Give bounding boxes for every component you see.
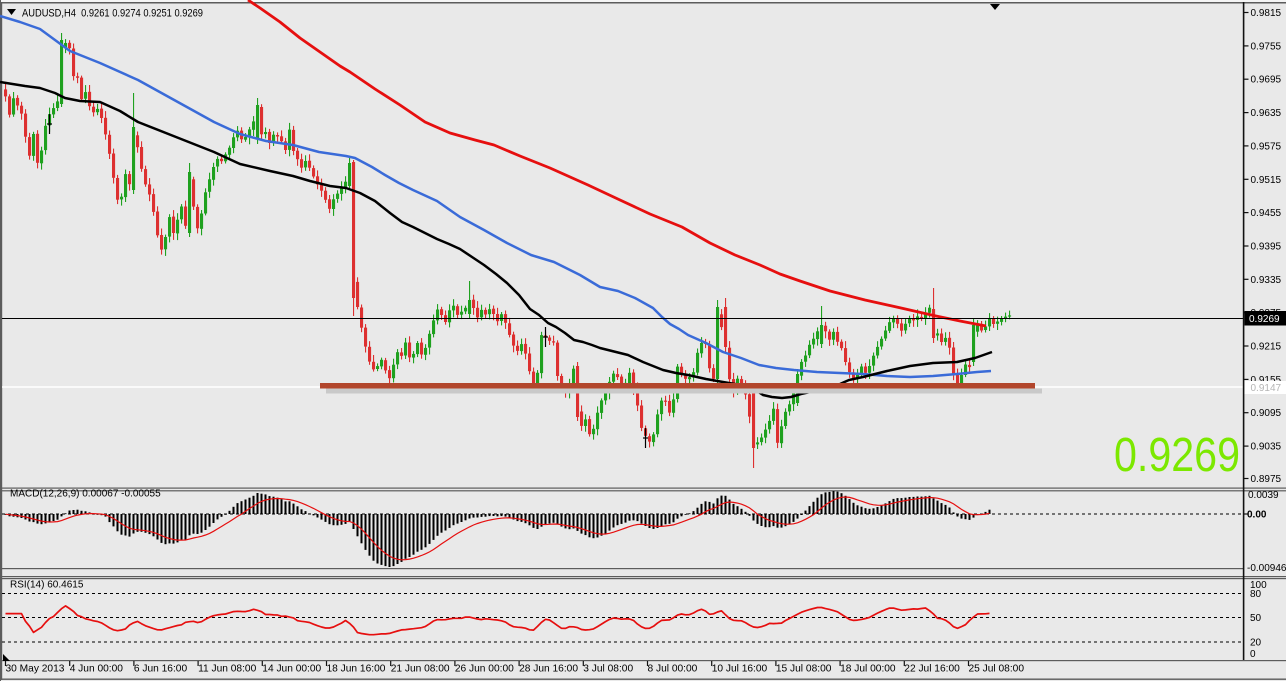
svg-text:4 Jun 00:00: 4 Jun 00:00: [70, 664, 124, 675]
svg-text:8 Jul 00:00: 8 Jul 00:00: [648, 664, 698, 675]
svg-text:0.9815: 0.9815: [1251, 8, 1282, 19]
svg-text:50: 50: [1250, 613, 1262, 624]
svg-text:15 Jul 08:00: 15 Jul 08:00: [776, 664, 832, 675]
svg-text:0: 0: [1250, 649, 1256, 660]
svg-text:0.9155: 0.9155: [1251, 375, 1282, 386]
svg-text:0.9095: 0.9095: [1251, 408, 1282, 419]
svg-text:0.9269: 0.9269: [1114, 429, 1240, 482]
svg-text:0.9335: 0.9335: [1251, 275, 1282, 286]
svg-text:14 Jun 00:00: 14 Jun 00:00: [262, 664, 321, 675]
svg-text:0.9395: 0.9395: [1251, 242, 1282, 253]
svg-text:0.00: 0.00: [1247, 510, 1267, 521]
svg-text:0.9035: 0.9035: [1251, 442, 1282, 453]
svg-text:AUDUSD,H4 0.9261 0.9274 0.925: AUDUSD,H4 0.9261 0.9274 0.9251 0.9269: [22, 8, 203, 20]
svg-text:0.9575: 0.9575: [1251, 141, 1282, 152]
svg-text:26 Jun 00:00: 26 Jun 00:00: [455, 664, 514, 675]
svg-text:0.9269: 0.9269: [1249, 314, 1280, 325]
svg-text:0.0039: 0.0039: [1248, 490, 1279, 501]
svg-text:0.9755: 0.9755: [1251, 41, 1282, 52]
svg-text:11 Jun 08:00: 11 Jun 08:00: [198, 664, 256, 675]
svg-text:0.9635: 0.9635: [1251, 108, 1282, 119]
svg-text:18 Jun 16:00: 18 Jun 16:00: [327, 664, 386, 675]
svg-text:25 Jul 08:00: 25 Jul 08:00: [969, 664, 1025, 675]
svg-text:22 Jul 16:00: 22 Jul 16:00: [904, 664, 960, 675]
svg-text:100: 100: [1250, 580, 1267, 591]
svg-text:0.9455: 0.9455: [1251, 208, 1282, 219]
svg-text:0.9215: 0.9215: [1251, 342, 1282, 353]
svg-text:0.9695: 0.9695: [1251, 75, 1282, 86]
svg-text:MACD(12,26,9) 0.00067 -0.00055: MACD(12,26,9) 0.00067 -0.00055: [10, 489, 161, 500]
svg-text:20: 20: [1250, 638, 1262, 649]
svg-text:18 Jul 00:00: 18 Jul 00:00: [840, 664, 896, 675]
svg-text:30 May 2013: 30 May 2013: [6, 664, 65, 675]
svg-text:10 Jul 16:00: 10 Jul 16:00: [712, 664, 768, 675]
svg-text:0.8975: 0.8975: [1251, 474, 1282, 485]
svg-text:21 Jun 08:00: 21 Jun 08:00: [391, 664, 450, 675]
svg-text:80: 80: [1250, 589, 1262, 600]
svg-text:0.9515: 0.9515: [1251, 175, 1282, 186]
svg-text:0.9147: 0.9147: [1251, 383, 1282, 394]
svg-text:6 Jun 16:00: 6 Jun 16:00: [134, 664, 188, 675]
svg-text:-0.00946: -0.00946: [1247, 563, 1286, 574]
svg-text:28 Jun 16:00: 28 Jun 16:00: [519, 664, 578, 675]
svg-text:RSI(14) 60.4615: RSI(14) 60.4615: [10, 580, 84, 591]
svg-text:3 Jul 08:00: 3 Jul 08:00: [583, 664, 633, 675]
